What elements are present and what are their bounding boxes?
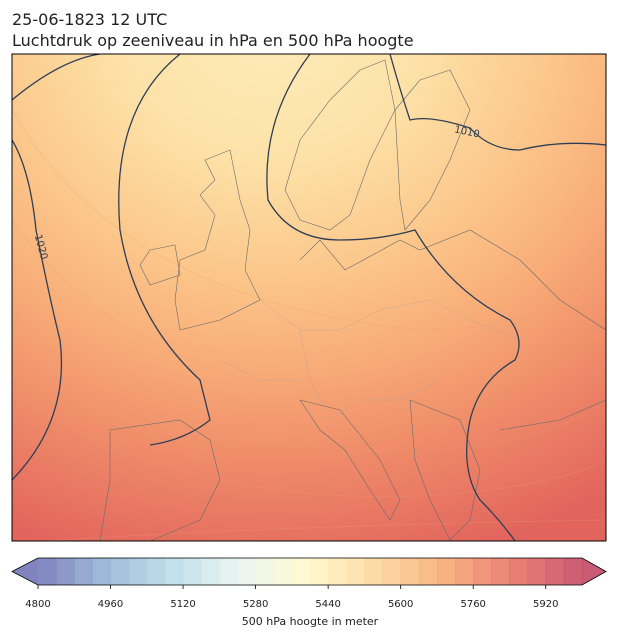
colorbar-segment: [455, 558, 474, 585]
colorbar-segment: [436, 558, 456, 585]
subtitle: Luchtdruk op zeeniveau in hPa en 500 hPa…: [12, 31, 414, 50]
map: 1010 1020: [12, 54, 606, 541]
colorbar-segment: [527, 558, 547, 585]
colorbar-tick-label: 5120: [170, 599, 195, 610]
colorbar-segment: [563, 558, 583, 585]
colorbar-segment: [38, 558, 57, 585]
colorbar-segment: [473, 558, 492, 585]
height-field: [12, 54, 606, 541]
colorbar-segment: [382, 558, 402, 585]
colorbar-tick-label: 5920: [533, 599, 558, 610]
colorbar-segment: [400, 558, 420, 585]
colorbar-segment: [364, 558, 384, 585]
colorbar-segment: [201, 558, 220, 585]
height-contours: [12, 109, 606, 541]
colorbar-segment: [146, 558, 166, 585]
colorbar-extend-high: [582, 558, 606, 585]
map-frame: [11, 53, 607, 542]
colorbar-segment: [183, 558, 202, 585]
isobar-label: 1010: [453, 124, 480, 140]
colorbar: 4800 4960 5120 5280 5440 5600 5760 5920 500 hPa …: [11, 557, 607, 628]
colorbar-segment: [219, 558, 238, 585]
colorbar-segment: [418, 558, 438, 585]
colorbar-tick-label: 4800: [25, 599, 50, 610]
colorbar-label: 500 hPa hoogte in meter: [242, 615, 379, 628]
colorbar-segment: [291, 558, 311, 585]
borders: [219, 299, 521, 421]
colorbar-segment: [545, 558, 565, 585]
colorbar-segment: [310, 558, 329, 585]
colorbar-segment: [255, 558, 275, 585]
colorbar-segment: [346, 558, 365, 585]
colorbar-segment: [74, 558, 93, 585]
colorbar-segment: [164, 558, 184, 585]
colorbar-segment: [491, 558, 510, 585]
colorbar-tick-label: 5760: [460, 599, 485, 610]
coastlines: [99, 59, 606, 541]
colorbar-segment: [237, 558, 257, 585]
colorbar-extend-low: [12, 558, 38, 585]
colorbar-segment: [92, 558, 112, 585]
colorbar-segment: [110, 558, 130, 585]
colorbar-tick-label: 4960: [98, 599, 123, 610]
colorbar-segment: [509, 558, 529, 585]
colorbar-tick-label: 5600: [388, 599, 413, 610]
colorbar-segment: [273, 558, 293, 585]
pressure-isobars: [12, 54, 606, 541]
colorbar-tick-label: 5280: [243, 599, 268, 610]
colorbar-outline: [11, 557, 607, 586]
colorbar-segment: [128, 558, 148, 585]
colorbar-tick-label: 5440: [315, 599, 340, 610]
colorbar-segment: [56, 558, 75, 585]
title: 25-06-1823 12 UTC: [12, 10, 167, 29]
colorbar-segment: [328, 558, 347, 585]
